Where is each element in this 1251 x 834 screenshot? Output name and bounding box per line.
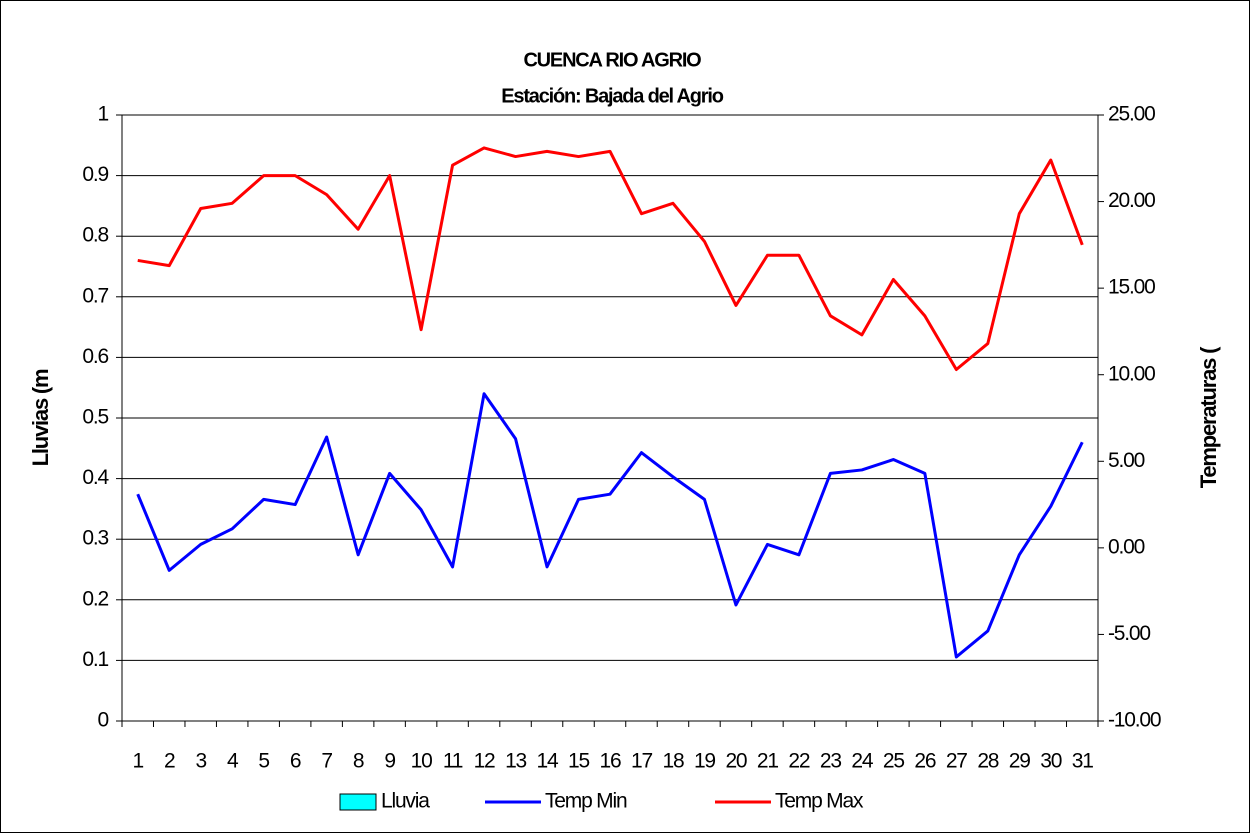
x-tick-label: 27 xyxy=(946,750,967,773)
y-tick-label: 0.2 xyxy=(82,587,108,610)
x-tick-label: 4 xyxy=(227,750,239,773)
y-tick-label: 0.6 xyxy=(82,345,108,368)
chart-title: CUENCA RIO AGRIO xyxy=(523,49,701,71)
x-tick-label: 22 xyxy=(788,750,809,773)
y2-tick-label: -10.00 xyxy=(1108,709,1161,732)
x-tick-label: 20 xyxy=(725,750,746,773)
x-tick-label: 7 xyxy=(321,750,332,773)
x-tick-label: 9 xyxy=(384,750,395,773)
y-axis-title: Lluvias (m xyxy=(28,369,53,466)
y2-tick-label: 25.00 xyxy=(1108,103,1155,126)
y-tick-label: 0.5 xyxy=(82,406,108,429)
y-tick-label: 0.3 xyxy=(82,527,108,550)
x-tick-label: 10 xyxy=(411,750,432,773)
y2-tick-label: 15.00 xyxy=(1108,276,1155,299)
legend-label: Lluvia xyxy=(381,790,430,813)
x-tick-label: 17 xyxy=(631,750,652,773)
x-tick-label: 26 xyxy=(914,750,935,773)
y-tick-label: 0.9 xyxy=(82,163,108,186)
y2-tick-label: -5.00 xyxy=(1108,622,1150,645)
x-tick-label: 31 xyxy=(1072,750,1093,773)
y2-axis-title: Temperaturas ( xyxy=(1196,346,1221,488)
x-tick-label: 11 xyxy=(443,750,463,773)
x-tick-label: 28 xyxy=(977,750,998,773)
line xyxy=(137,146,1084,372)
legend-label: Temp Max xyxy=(775,790,864,813)
x-tick-label: 5 xyxy=(258,750,269,773)
x-tick-label: 13 xyxy=(505,750,526,773)
chart-subtitle: Estación: Bajada del Agrio xyxy=(501,85,723,107)
x-tick-label: 16 xyxy=(600,750,621,773)
legend-swatch xyxy=(339,793,377,811)
x-tick-label: 1 xyxy=(132,750,143,773)
x-tick-label: 19 xyxy=(694,750,715,773)
y-tick-label: 0.7 xyxy=(82,284,108,307)
y2-tick-label: 5.00 xyxy=(1108,449,1145,472)
x-tick-label: 23 xyxy=(820,750,841,773)
x-tick-label: 8 xyxy=(353,750,364,773)
y-tick-label: 0.1 xyxy=(82,648,108,671)
x-tick-label: 21 xyxy=(757,750,778,773)
legend-label: Temp Min xyxy=(545,790,627,813)
x-tick-label: 30 xyxy=(1040,750,1061,773)
line xyxy=(136,392,1084,659)
y-tick-label: 0 xyxy=(98,709,109,732)
x-tick-label: 2 xyxy=(164,750,175,773)
x-tick-label: 29 xyxy=(1009,750,1030,773)
y2-tick-label: 20.00 xyxy=(1108,189,1155,212)
y2-tick-label: 0.00 xyxy=(1108,535,1145,558)
x-tick-label: 3 xyxy=(195,750,206,773)
x-tick-label: 15 xyxy=(568,750,589,773)
x-tick-label: 25 xyxy=(883,750,904,773)
x-tick-label: 18 xyxy=(662,750,683,773)
x-tick-label: 6 xyxy=(290,750,301,773)
x-tick-label: 24 xyxy=(851,750,873,773)
x-tick-label: 14 xyxy=(537,750,559,773)
y-tick-label: 0.4 xyxy=(82,466,109,489)
x-tick-label: 12 xyxy=(474,750,495,773)
y-tick-label: 1 xyxy=(98,103,109,126)
y2-tick-label: 10.00 xyxy=(1108,362,1155,385)
y-tick-label: 0.8 xyxy=(82,224,108,247)
